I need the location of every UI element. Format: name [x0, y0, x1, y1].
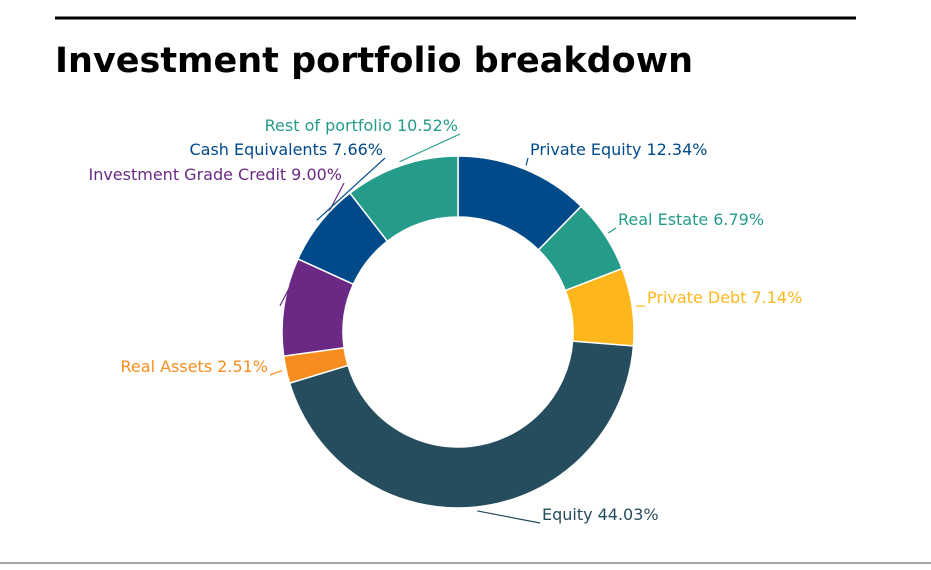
- value-label: 7.66%: [332, 140, 383, 159]
- category-label: Real Assets: [121, 357, 213, 376]
- value-label: 12.34%: [646, 140, 707, 159]
- slice-label: Cash Equivalents 7.66%: [189, 140, 383, 159]
- leader-line: [608, 228, 616, 233]
- value-label: 6.79%: [713, 210, 764, 229]
- chart-title: Investment portfolio breakdown: [55, 41, 693, 81]
- slice-label: Private Equity 12.34%: [530, 140, 707, 159]
- slice-label: Private Debt 7.14%: [647, 288, 802, 307]
- leader-line: [477, 511, 540, 523]
- value-label: 9.00%: [291, 165, 342, 184]
- leader-line: [270, 371, 282, 375]
- leader-line: [526, 158, 528, 165]
- category-label: Private Debt: [647, 288, 746, 307]
- category-label: Cash Equivalents: [189, 140, 327, 159]
- category-label: Rest of portfolio: [265, 116, 392, 135]
- value-label: 10.52%: [397, 116, 458, 135]
- category-label: Private Equity: [530, 140, 641, 159]
- slice-label: Real Estate 6.79%: [618, 210, 764, 229]
- category-label: Equity: [542, 505, 593, 524]
- value-label: 44.03%: [598, 505, 659, 524]
- category-label: Investment Grade Credit: [88, 165, 286, 184]
- slice-label: Equity 44.03%: [542, 505, 659, 524]
- category-label: Real Estate: [618, 210, 708, 229]
- slice-label: Rest of portfolio 10.52%: [265, 116, 458, 135]
- value-label: 7.14%: [751, 288, 802, 307]
- value-label: 2.51%: [217, 357, 268, 376]
- slice-label: Investment Grade Credit 9.00%: [88, 165, 342, 184]
